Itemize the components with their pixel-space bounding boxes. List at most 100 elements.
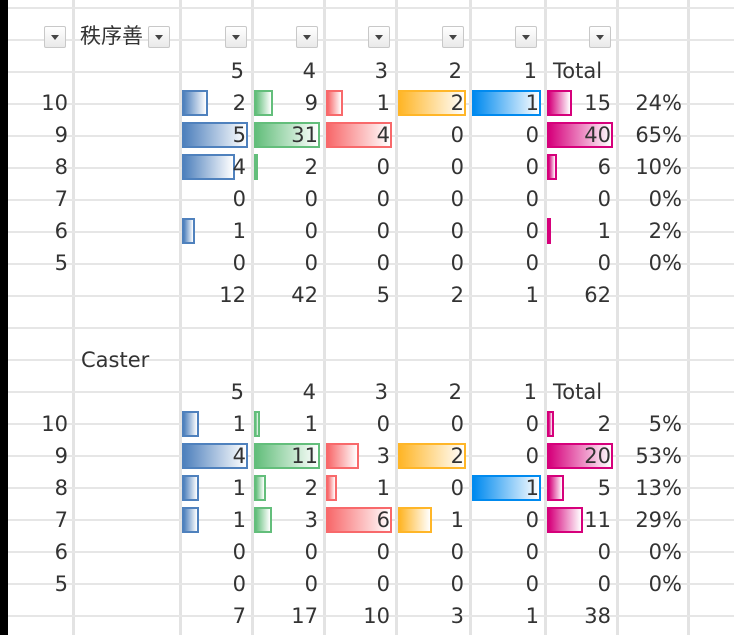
column-header: 1: [523, 59, 537, 83]
row-label: 10: [41, 412, 68, 436]
value-cell: 0: [450, 187, 464, 211]
percent-cell: 65%: [635, 123, 682, 147]
value-cell: 0: [597, 572, 611, 596]
grid-row-line: [8, 391, 734, 393]
data-bar: [326, 443, 359, 469]
data-bar: [326, 475, 337, 501]
filter-dropdown-button[interactable]: [589, 26, 611, 48]
data-bar: [182, 443, 248, 469]
data-bar: [254, 507, 272, 533]
grid-column-line: [687, 0, 690, 635]
grid-row-line: [8, 423, 734, 425]
value-cell: 0: [525, 219, 539, 243]
value-cell: 1: [597, 219, 611, 243]
row-label: 7: [54, 508, 68, 532]
grid-column-line: [179, 0, 182, 635]
row-label: 9: [54, 444, 68, 468]
filter-dropdown-button[interactable]: [148, 26, 170, 48]
grid-row-line: [8, 583, 734, 585]
value-cell: 15: [584, 91, 611, 115]
data-bar: [254, 154, 258, 180]
column-total: 1: [525, 604, 539, 628]
percent-cell: 29%: [635, 508, 682, 532]
value-cell: 1: [525, 476, 539, 500]
column-header: 5: [230, 59, 244, 83]
value-cell: 0: [525, 444, 539, 468]
data-bar: [398, 507, 432, 533]
value-cell: 0: [525, 123, 539, 147]
value-cell: 0: [525, 540, 539, 564]
value-cell: 2: [597, 412, 611, 436]
percent-cell: 2%: [648, 219, 682, 243]
value-cell: 0: [376, 155, 390, 179]
value-cell: 1: [232, 219, 246, 243]
column-header: Total: [553, 59, 603, 83]
column-total: 1: [525, 283, 539, 307]
filter-dropdown-button[interactable]: [442, 26, 464, 48]
data-bar: [182, 154, 235, 180]
grid-row-line: [8, 231, 734, 233]
value-cell: 0: [450, 412, 464, 436]
value-cell: 0: [450, 123, 464, 147]
value-cell: 0: [450, 572, 464, 596]
value-cell: 0: [376, 540, 390, 564]
column-total: 2: [450, 283, 464, 307]
column-header: Total: [553, 380, 603, 404]
grid-row-line: [8, 551, 734, 553]
grid-row-line: [8, 103, 734, 105]
column-header: 4: [302, 59, 316, 83]
grid-column-line: [469, 0, 472, 635]
value-cell: 0: [525, 155, 539, 179]
value-cell: 3: [304, 508, 318, 532]
data-bar: [182, 475, 199, 501]
value-cell: 11: [291, 444, 318, 468]
value-cell: 20: [584, 444, 611, 468]
data-bar: [472, 90, 541, 116]
value-cell: 5: [597, 476, 611, 500]
value-cell: 0: [376, 412, 390, 436]
value-cell: 2: [232, 91, 246, 115]
value-cell: 40: [584, 123, 611, 147]
value-cell: 1: [450, 508, 464, 532]
column-header: 2: [448, 59, 462, 83]
value-cell: 0: [597, 187, 611, 211]
value-cell: 0: [304, 251, 318, 275]
value-cell: 1: [376, 476, 390, 500]
row-label: 10: [41, 91, 68, 115]
data-bar: [254, 443, 320, 469]
filter-dropdown-button[interactable]: [44, 26, 66, 48]
grid-row-line: [8, 295, 734, 297]
column-total: 3: [450, 604, 464, 628]
value-cell: 2: [304, 476, 318, 500]
column-header: 4: [302, 380, 316, 404]
data-bar: [547, 218, 551, 244]
data-bar: [547, 507, 583, 533]
value-cell: 0: [304, 219, 318, 243]
percent-cell: 0%: [648, 572, 682, 596]
value-cell: 4: [232, 444, 246, 468]
data-bar: [326, 122, 392, 148]
data-bar: [254, 122, 320, 148]
filter-label: 秩序善: [80, 24, 143, 48]
data-bar: [326, 507, 392, 533]
filter-dropdown-button[interactable]: [296, 26, 318, 48]
data-bar: [398, 443, 466, 469]
column-total: 38: [584, 604, 611, 628]
value-cell: 0: [525, 508, 539, 532]
value-cell: 4: [376, 123, 390, 147]
filter-dropdown-button[interactable]: [225, 26, 247, 48]
value-cell: 0: [450, 219, 464, 243]
value-cell: 0: [232, 187, 246, 211]
column-total: 7: [232, 604, 246, 628]
filter-dropdown-button[interactable]: [368, 26, 390, 48]
value-cell: 5: [232, 123, 246, 147]
data-bar: [182, 218, 195, 244]
row-label: 6: [54, 219, 68, 243]
value-cell: 0: [450, 251, 464, 275]
value-cell: 1: [525, 91, 539, 115]
data-bar: [254, 90, 273, 116]
grid-row-line: [8, 455, 734, 457]
data-bar: [547, 411, 554, 437]
filter-dropdown-button[interactable]: [515, 26, 537, 48]
